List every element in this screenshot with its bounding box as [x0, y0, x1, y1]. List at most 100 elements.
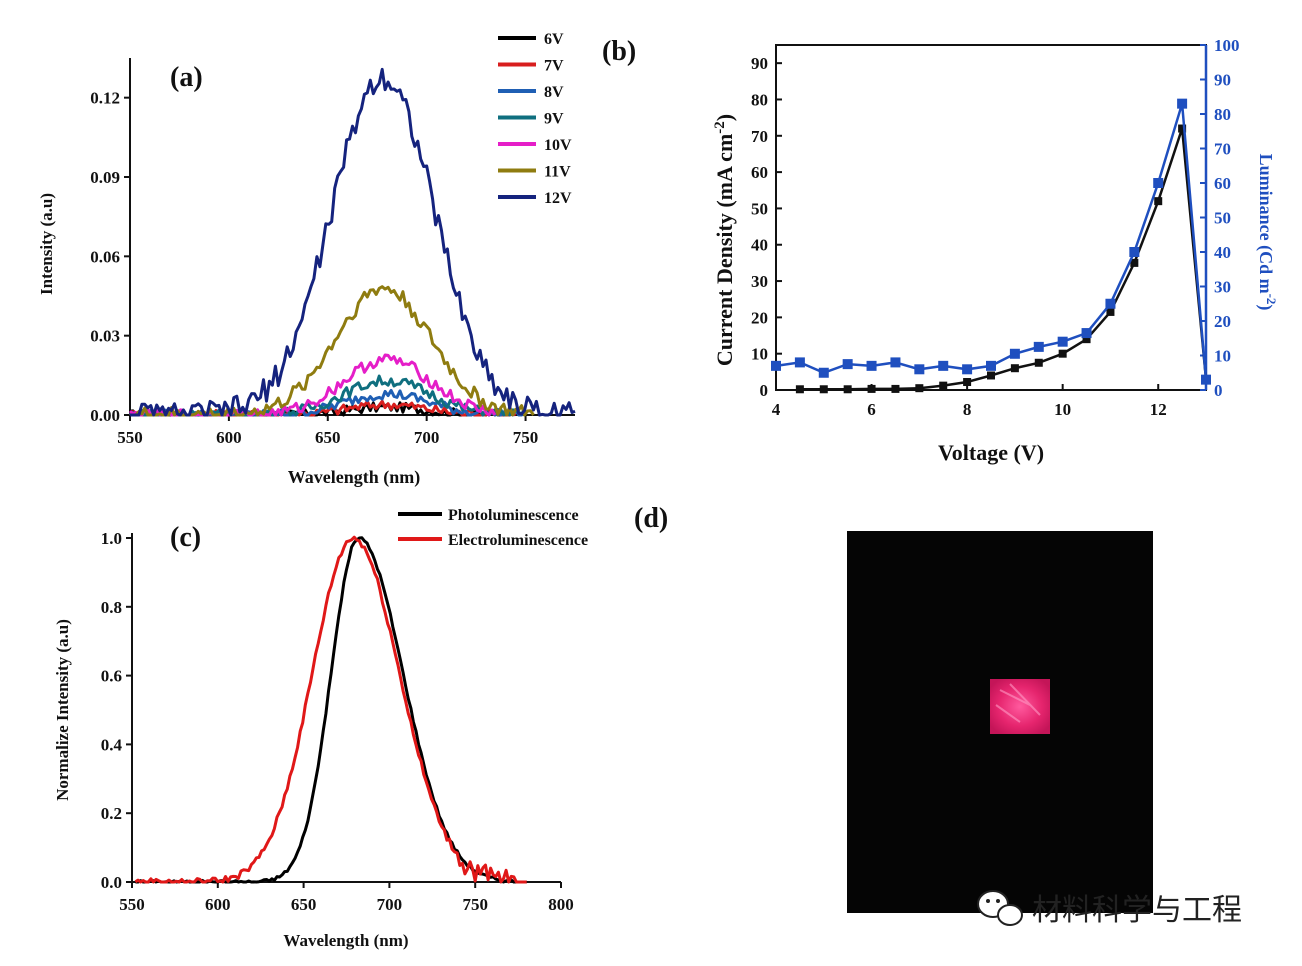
data-point-b-current-density	[1010, 364, 1019, 373]
data-point-b-current-density	[963, 378, 972, 387]
y-tick-label-right-b: 60	[1214, 174, 1231, 193]
y-tick-label-left-b: 30	[751, 272, 768, 291]
data-point-b-current-density	[987, 371, 995, 380]
data-point-b-luminance	[818, 367, 829, 378]
data-point-b-luminance	[1201, 374, 1211, 385]
data-point-b-current-density	[843, 385, 852, 394]
x-tick-label-a: 600	[216, 428, 242, 447]
y-tick-label-right-b: 90	[1214, 71, 1231, 90]
y-tick-label-left-b: 10	[751, 345, 768, 364]
watermark: 材料科学与工程	[977, 890, 1242, 928]
y-tick-label-left-b: 50	[751, 199, 768, 218]
x-tick-label-c: 700	[377, 895, 403, 914]
data-point-b-luminance	[1057, 336, 1068, 347]
series-line-a-11V	[130, 285, 535, 417]
y-tick-label-left-b: 20	[751, 308, 768, 327]
x-tick-label-c: 750	[462, 895, 488, 914]
x-tick-label-b: 4	[772, 400, 781, 419]
plot-frame-b	[775, 44, 1207, 391]
y-tick-label-left-b: 70	[751, 127, 768, 146]
legend-label-a: 10V	[544, 137, 572, 154]
y-tick-label-a: 0.06	[90, 247, 120, 266]
x-tick-label-b: 12	[1150, 400, 1167, 419]
x-tick-label-c: 550	[119, 895, 145, 914]
y-tick-label-c: 0.2	[101, 804, 122, 823]
data-point-b-current-density	[795, 385, 804, 394]
data-point-b-luminance	[1177, 98, 1188, 109]
data-point-b-current-density	[819, 385, 828, 394]
panel-label-a: (a)	[170, 62, 203, 93]
chart-c: (c) 550 600 650 700 750 800 0.0 0.2 0.4 0.6 0.8 1.0…	[53, 507, 588, 950]
x-axis-label-a: Wavelength (nm)	[288, 467, 421, 488]
x-tick-label-c: 650	[291, 895, 317, 914]
emitting-pixel	[990, 679, 1050, 734]
data-point-b-luminance	[794, 357, 805, 368]
data-point-b-luminance	[1153, 178, 1164, 188]
x-tick-label-c: 800	[548, 895, 574, 914]
data-point-b-current-density	[1082, 335, 1091, 344]
y-tick-label-right-b: 20	[1214, 312, 1231, 331]
data-point-b-current-density	[915, 384, 924, 393]
legend-label-a: 7V	[544, 58, 564, 75]
legend-label-c: Electroluminescence	[448, 532, 588, 549]
data-point-b-luminance	[866, 360, 877, 371]
data-point-b-luminance	[1033, 341, 1044, 352]
chart-a: (a) 550 600 650 700 7500.000.030.060.090.12 …	[37, 31, 576, 488]
emitting-pixel-texture	[995, 683, 1041, 723]
y-tick-label-right-b: 80	[1214, 105, 1231, 124]
y-tick-label-a: 0.03	[90, 327, 120, 346]
y-axis-label-left-sup: -2	[712, 121, 728, 134]
y-axis-label-left-main: Current Density (mA cm	[712, 134, 737, 366]
panel-label-b: (b)	[602, 36, 636, 67]
legend-label-a: 6V	[544, 31, 564, 48]
y-tick-label-right-b: 10	[1214, 347, 1231, 366]
x-tick-label-a: 700	[414, 428, 440, 447]
x-axis-label-b: Voltage (V)	[938, 440, 1044, 465]
data-point-b-current-density	[1058, 349, 1067, 358]
chart-b: (b) 4 6 8 10 12 0 10 20 30 40 50 60 70 80 90 0 10 20 30 40 5…	[602, 36, 1279, 465]
data-point-b-luminance	[1129, 247, 1140, 257]
data-point-b-current-density	[1106, 307, 1115, 316]
y-tick-label-c: 1.0	[101, 529, 122, 548]
series-line-a-12V	[130, 67, 576, 417]
series-line-c-electroluminescence	[134, 535, 527, 884]
y-axis-label-right-b: Luminance (Cd m-2)	[1255, 154, 1279, 311]
x-tick-label-a: 650	[315, 428, 341, 447]
data-point-b-current-density	[1130, 258, 1139, 267]
y-tick-label-a: 0.12	[90, 89, 120, 108]
y-tick-label-right-b: 50	[1214, 209, 1231, 228]
y-tick-label-c: 0.8	[101, 598, 122, 617]
y-tick-label-right-b: 0	[1214, 381, 1223, 400]
legend-label-a: 12V	[544, 190, 572, 207]
panel-label-d: (d)	[634, 503, 668, 534]
legend-label-a: 8V	[544, 84, 564, 101]
data-point-b-luminance	[986, 360, 996, 371]
y-tick-label-left-b: 80	[751, 90, 768, 109]
y-axis-label-right-main: Luminance (Cd m	[1255, 154, 1276, 294]
x-axis-label-c: Wavelength (nm)	[283, 931, 408, 950]
watermark-text: 材料科学与工程	[1032, 893, 1242, 928]
y-tick-label-right-b: 70	[1214, 140, 1231, 159]
x-tick-label-b: 8	[963, 400, 972, 419]
legend-label-a: 9V	[544, 111, 564, 128]
data-point-b-current-density	[1154, 197, 1163, 206]
data-point-b-luminance	[962, 364, 973, 375]
data-point-b-current-density	[1034, 358, 1043, 367]
y-tick-label-c: 0.6	[101, 667, 122, 686]
x-tick-label-a: 750	[513, 428, 539, 447]
y-axis-label-a: Intensity (a.u)	[37, 193, 56, 295]
x-tick-label-a: 550	[117, 428, 143, 447]
y-tick-label-right-b: 30	[1214, 278, 1231, 297]
y-tick-label-left-b: 40	[751, 236, 768, 255]
data-point-b-luminance	[1009, 348, 1020, 359]
y-axis-label-right-sup: -2	[1264, 294, 1279, 305]
wechat-icon	[977, 890, 1023, 926]
y-tick-label-right-b: 100	[1214, 36, 1240, 55]
y-tick-label-left-b: 60	[751, 163, 768, 182]
y-axis-label-left-close: )	[712, 114, 737, 121]
data-point-b-current-density	[867, 384, 876, 393]
y-tick-label-left-b: 0	[760, 381, 769, 400]
x-tick-label-b: 10	[1054, 400, 1071, 419]
series-line-b-current-density	[799, 128, 1208, 391]
device-photo-panel: (d)	[634, 503, 1153, 913]
